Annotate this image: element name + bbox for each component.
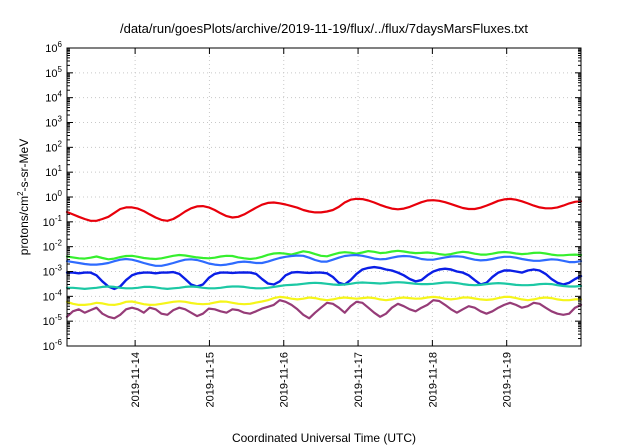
- y-axis-label-rest: -s-sr-MeV: [17, 139, 31, 192]
- y-tick-label-exponent: -3: [55, 264, 63, 273]
- y-tick-label-base: 10: [43, 267, 55, 279]
- y-tick-label-base: 10: [45, 93, 57, 105]
- y-tick-label-exponent: 1: [58, 164, 63, 173]
- y-tick-label-exponent: 0: [58, 189, 63, 198]
- y-tick-label: 10-1: [43, 214, 63, 229]
- y-tick-label-base: 10: [43, 291, 55, 303]
- y-axis-label: protons/cm2-s-sr-MeV: [16, 139, 31, 255]
- chart-title: /data/run/goesPlots/archive/2019-11-19/f…: [120, 21, 528, 36]
- y-tick-label-exponent: -6: [55, 338, 63, 347]
- y-tick-label: 102: [45, 139, 62, 154]
- y-tick-label-exponent: -5: [55, 313, 63, 322]
- y-tick-label-exponent: -2: [55, 239, 63, 248]
- x-tick-label: 2019-11-19: [502, 352, 514, 407]
- y-tick-label: 100: [45, 189, 62, 204]
- y-tick-label-exponent: 6: [58, 40, 63, 49]
- y-tick-label: 10-6: [43, 338, 63, 353]
- y-tick-label: 105: [45, 65, 62, 80]
- y-tick-label: 10-3: [43, 264, 63, 279]
- x-tick-label: 2019-11-18: [427, 352, 439, 407]
- y-tick-label-exponent: -4: [55, 288, 63, 297]
- x-tick-label: 2019-11-17: [353, 352, 365, 407]
- y-axis-label-exponent: 2: [16, 191, 25, 196]
- y-tick-label-base: 10: [45, 167, 57, 179]
- y-tick-label-base: 10: [45, 43, 57, 55]
- y-tick-label-base: 10: [45, 118, 57, 130]
- y-tick-label: 101: [45, 164, 62, 179]
- y-tick-label: 10-4: [43, 288, 63, 303]
- y-axis: 10-610-510-410-310-210-11001011021031041…: [43, 40, 581, 353]
- series-line-1: [65, 197, 583, 222]
- series-lines: [65, 197, 583, 320]
- x-tick-label: 2019-11-15: [204, 352, 216, 407]
- y-tick-label-base: 10: [43, 242, 55, 254]
- y-tick-label-base: 10: [43, 341, 55, 353]
- y-tick-label-base: 10: [45, 192, 57, 204]
- x-tick-label: 2019-11-16: [279, 352, 291, 407]
- y-tick-label-exponent: 2: [58, 139, 63, 148]
- series-line-3: [65, 253, 583, 267]
- y-tick-label-base: 10: [43, 316, 55, 328]
- y-tick-label-base: 10: [43, 217, 55, 229]
- y-tick-label-exponent: 5: [58, 65, 63, 74]
- y-tick-label-exponent: -1: [55, 214, 63, 223]
- y-tick-label: 104: [45, 90, 62, 105]
- y-axis-label-base: protons/cm: [17, 196, 31, 255]
- series-line-2: [65, 249, 583, 261]
- y-tick-label: 10-2: [43, 239, 63, 254]
- y-tick-label-base: 10: [45, 68, 57, 80]
- y-tick-label-exponent: 3: [58, 115, 63, 124]
- series-line-6: [65, 295, 583, 306]
- y-tick-label-exponent: 4: [58, 90, 63, 99]
- x-axis-label: Coordinated Universal Time (UTC): [232, 431, 416, 445]
- grid: [67, 48, 581, 346]
- y-tick-label: 10-5: [43, 313, 63, 328]
- x-tick-label: 2019-11-14: [130, 352, 142, 407]
- y-tick-label: 103: [45, 115, 62, 130]
- x-axis: 2019-11-14 2019-11-15 2019-11-16 2019-11-17…: [130, 48, 514, 407]
- y-tick-label-base: 10: [45, 142, 57, 154]
- y-tick-label: 106: [45, 40, 62, 55]
- series-line-5: [65, 281, 583, 290]
- series-line-4: [65, 265, 583, 291]
- series-line-7: [65, 299, 583, 320]
